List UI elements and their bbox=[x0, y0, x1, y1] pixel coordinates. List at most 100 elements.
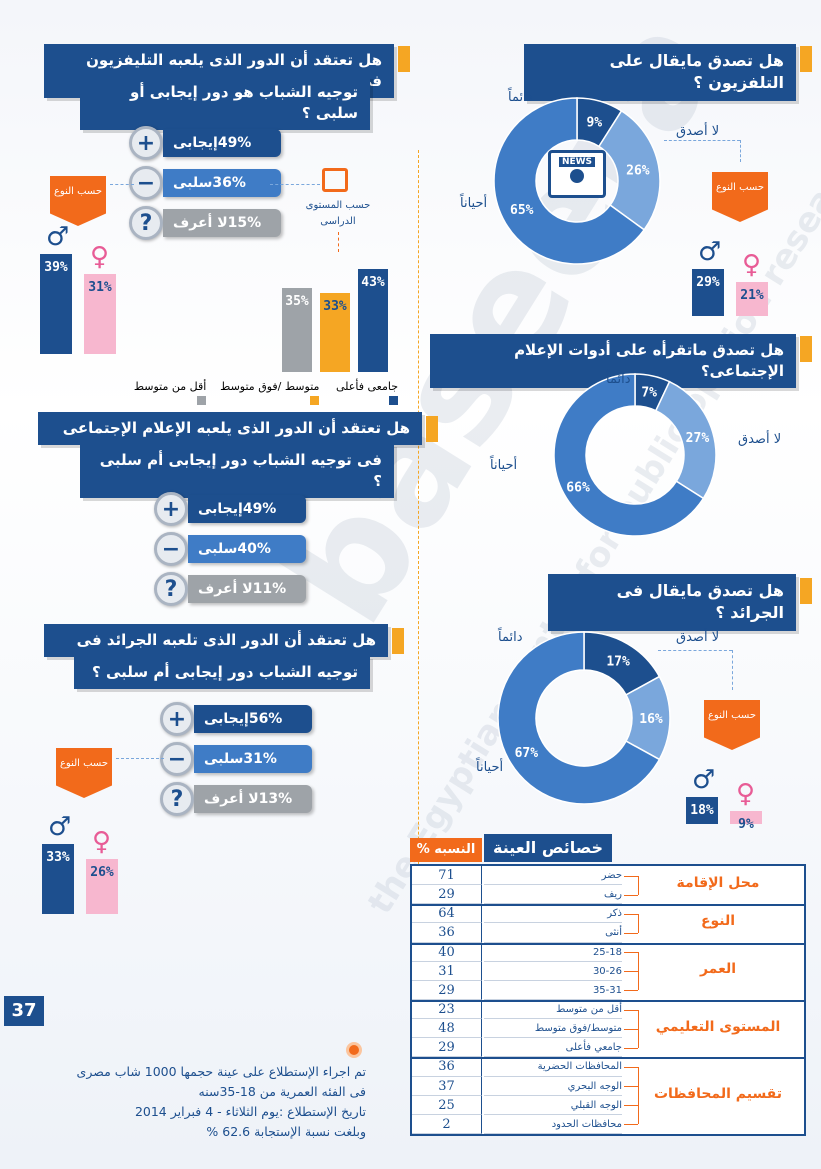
sample-row-value: 36 bbox=[412, 1057, 482, 1077]
sample-row-value: 29 bbox=[412, 980, 482, 1000]
row-connector bbox=[624, 1124, 638, 1126]
sample-row-label: ريف bbox=[484, 885, 622, 905]
social-trust-donut: 7% 27% 66% bbox=[553, 373, 717, 537]
bar-value-label: 39% bbox=[44, 259, 68, 275]
bar-value-label: 9% bbox=[738, 816, 754, 832]
female-icon: ♀ bbox=[92, 827, 112, 858]
sample-row-label: أنثى bbox=[484, 923, 622, 943]
connector-line bbox=[664, 140, 740, 141]
footnote: تم اجراء الإستطلاع على عينة حجمها 1000 ش… bbox=[60, 1062, 366, 1142]
group-bracket bbox=[638, 952, 639, 991]
group-bracket bbox=[638, 1009, 639, 1048]
bar-value-label: 43% bbox=[361, 274, 385, 290]
tv-education-chart: 35% 33% 43% bbox=[282, 264, 396, 372]
sample-row-value: 36 bbox=[412, 923, 482, 943]
option-percent: 40% bbox=[237, 541, 271, 557]
edu-badge-2: الدراسى bbox=[320, 216, 356, 227]
donut-slice-1 bbox=[597, 109, 661, 231]
donut-slice-2 bbox=[553, 373, 705, 537]
option-bar: 49% إيجابى bbox=[163, 129, 281, 157]
connector-line bbox=[116, 758, 164, 759]
sample-row-label: جامعي فأعلى bbox=[484, 1038, 622, 1058]
sample-group-name: العمر bbox=[699, 961, 737, 978]
tv-sometimes-label: أحياناً bbox=[460, 196, 488, 211]
sample-row-value: 23 bbox=[412, 1000, 482, 1020]
sample-group-name: محل الإقامة bbox=[676, 875, 760, 892]
option-row: 15% لا أعرف? bbox=[129, 206, 281, 240]
accent-bar bbox=[800, 336, 812, 362]
option-label: لا أعرف bbox=[198, 581, 253, 597]
option-label: لا أعرف bbox=[173, 215, 228, 231]
news-no-label: لا أصدق bbox=[676, 630, 720, 645]
option-percent: 13% bbox=[258, 791, 293, 807]
legend-item: متوسط /فوق متوسط bbox=[216, 380, 320, 406]
group-bracket bbox=[638, 875, 639, 895]
female-bar: 9% bbox=[730, 810, 762, 832]
gender-badge: حسب النوع bbox=[704, 700, 760, 750]
legend-swatch bbox=[197, 395, 207, 405]
donut-value-label: 66% bbox=[566, 480, 590, 495]
sample-row-value: 71 bbox=[412, 866, 482, 886]
news-always-label: دائماً bbox=[498, 630, 523, 645]
sample-row-label: الوجه البحري bbox=[484, 1077, 622, 1096]
question-icon: ? bbox=[129, 206, 163, 240]
group-bracket bbox=[638, 913, 639, 933]
sample-row-value: 37 bbox=[412, 1076, 482, 1096]
sample-row-label: حضر bbox=[484, 866, 622, 886]
option-bar: 15% لا أعرف bbox=[163, 209, 281, 237]
option-label: سلبى bbox=[198, 541, 238, 557]
female-bar: 26% bbox=[86, 859, 118, 914]
group-separator bbox=[412, 1057, 804, 1060]
option-label: سلبى bbox=[204, 751, 244, 767]
news-role-title-2: توجيه الشباب دور إيجابى أم سلبى ؟ bbox=[74, 656, 370, 689]
option-percent: 15% bbox=[227, 215, 262, 231]
group-separator bbox=[412, 942, 804, 945]
news-role-options: 56% إيجابى +31% سلبى −13% لا أعرف? bbox=[160, 702, 312, 820]
female-icon: ♀ bbox=[90, 242, 110, 273]
donut-value-label: 7% bbox=[641, 386, 657, 401]
social-role-title-1: هل تعتقد أن الدور الذى يلعبه الإعلام الإ… bbox=[38, 412, 422, 445]
female-icon: ♀ bbox=[736, 778, 756, 809]
donut-value-label: 16% bbox=[639, 712, 663, 727]
news-label: NEWS bbox=[559, 157, 595, 167]
option-row: 49% إيجابى + bbox=[154, 492, 306, 526]
donut-value-label: 27% bbox=[686, 431, 710, 446]
sample-row-value: 25 bbox=[412, 1095, 482, 1115]
accent-bar bbox=[426, 416, 438, 442]
social-always-label: دائماً bbox=[606, 372, 631, 387]
sample-row-value: 31 bbox=[412, 961, 482, 981]
tv-trust-title: هل تصدق مايقال على التلفزيون ؟ bbox=[524, 44, 796, 101]
sample-row-label: 25-18 bbox=[484, 943, 622, 962]
female-bar: 21% bbox=[736, 281, 768, 316]
sample-title: خصائص العينة bbox=[484, 834, 612, 862]
option-bar: 31% سلبى bbox=[194, 745, 312, 773]
bar-value-label: 29% bbox=[696, 274, 720, 290]
tv-role-title-2: توجيه الشباب هو دور إيجابى أو سلبى ؟ bbox=[80, 76, 370, 130]
sample-row-label: أقل من متوسط bbox=[484, 1000, 622, 1020]
plus-icon: + bbox=[160, 702, 194, 736]
education-bar: 43% bbox=[358, 268, 388, 372]
row-connector bbox=[624, 1105, 638, 1107]
connector-line bbox=[338, 232, 339, 252]
option-label: إيجابى bbox=[204, 711, 249, 727]
row-connector bbox=[624, 1086, 638, 1088]
female-bar: 31% bbox=[84, 274, 116, 354]
option-bar: 56% إيجابى bbox=[194, 705, 312, 733]
bar-value-label: 21% bbox=[740, 287, 764, 303]
question-icon: ? bbox=[154, 572, 188, 606]
option-bar: 40% سلبى bbox=[188, 535, 306, 563]
tv-role-gender-chart: 39% ♂ 31% ♀ bbox=[40, 220, 120, 354]
bar-value-label: 35% bbox=[285, 294, 309, 309]
connector-line bbox=[732, 650, 733, 690]
education-bar: 33% bbox=[320, 292, 350, 372]
news-role-title-1: هل تعتقد أن الدور الذى تلعبه الجرائد فى bbox=[44, 624, 388, 657]
connector-line bbox=[658, 650, 732, 651]
legend-item: أقل من متوسط bbox=[128, 380, 207, 406]
donut-value-label: 26% bbox=[626, 163, 650, 178]
accent-bar bbox=[392, 628, 404, 654]
tv-role-options: 49% إيجابى +36% سلبى −15% لا أعرف? bbox=[129, 126, 281, 244]
tv-trust-donut: 9% 26% 65% bbox=[493, 97, 661, 265]
option-bar: 36% سلبى bbox=[163, 169, 281, 197]
footnote-line-4: وبلغت نسبة الإستجابة 62.6 % bbox=[206, 1124, 366, 1139]
option-label: إيجابى bbox=[198, 501, 243, 517]
